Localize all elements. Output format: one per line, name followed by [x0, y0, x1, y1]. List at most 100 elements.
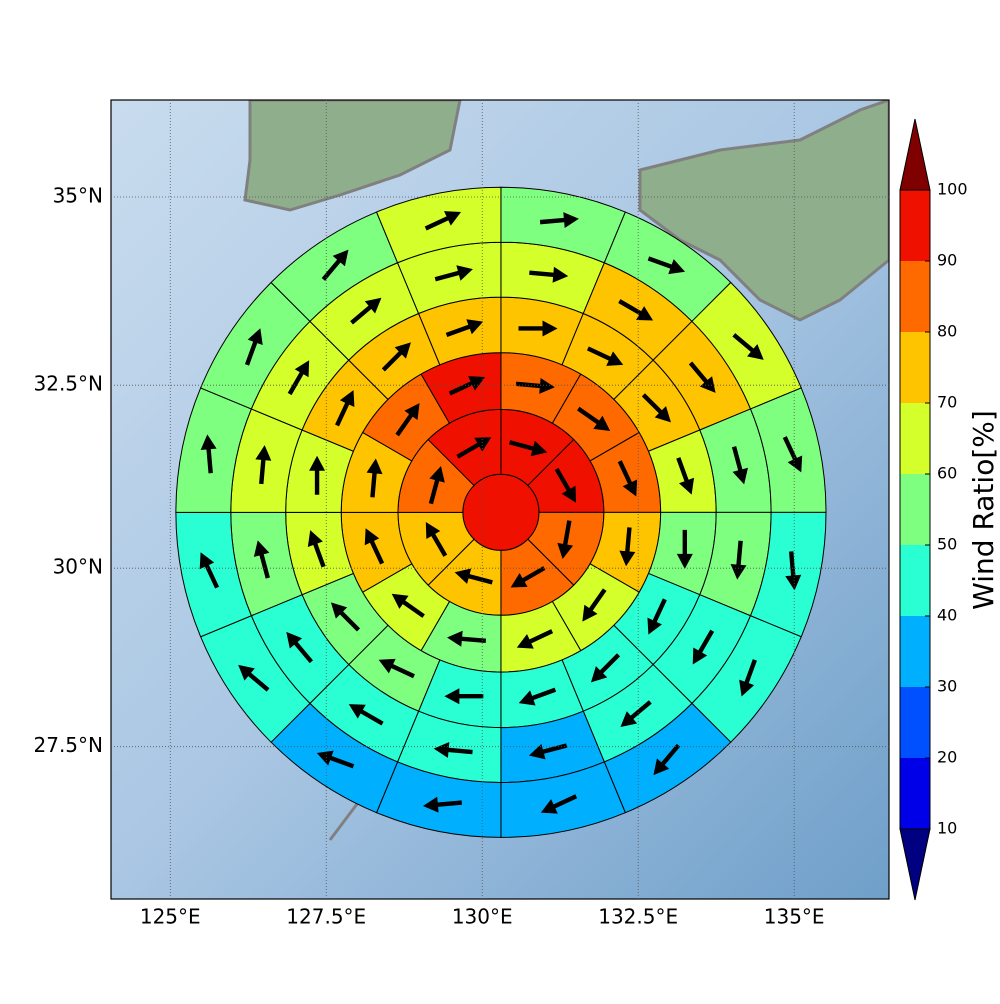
wind-arrow: [348, 704, 384, 726]
wind-arrow: [510, 566, 546, 588]
colorbar-tick-label: 70: [937, 393, 957, 412]
wind-arrow: [433, 741, 473, 758]
wind-arrow: [692, 629, 715, 665]
y-tick-label: 35°N: [53, 184, 103, 208]
wind-arrow: [653, 743, 681, 776]
x-tick-label: 130°E: [452, 905, 513, 929]
wind-arrow: [316, 750, 355, 769]
colorbar-frame: [899, 189, 931, 830]
wind-arrow: [395, 403, 420, 437]
wind-arrow: [641, 393, 671, 423]
wind-arrow: [454, 568, 493, 585]
sectors: [175, 186, 827, 838]
wind-arrow: [554, 467, 577, 503]
wind-arrow: [590, 653, 621, 683]
wind-arrow: [330, 602, 361, 632]
colorbar-band: [900, 332, 930, 403]
wind-arrow: [732, 333, 764, 360]
colorbar-band: [900, 403, 930, 474]
wind-arrow: [785, 551, 802, 591]
wind-arrow: [447, 630, 487, 647]
x-tick-label: 135°E: [764, 905, 825, 929]
wind-arrow: [676, 529, 693, 569]
x-tick-label: 125°E: [140, 905, 201, 929]
colorbar-band: [900, 758, 930, 829]
wind-arrow: [618, 299, 654, 321]
wind-arrow: [518, 320, 558, 337]
colorbar-band: [900, 616, 930, 687]
wind-arrow: [619, 527, 636, 567]
sector: [375, 186, 502, 264]
x-tick-label: 127.5°E: [286, 905, 366, 929]
colorbar-under: [899, 828, 931, 901]
wind-arrow: [582, 588, 607, 622]
y-tick-label: 32.5°N: [34, 372, 104, 396]
wind-arrow: [539, 212, 579, 229]
wind-arrow: [364, 528, 385, 565]
wind-arrow: [378, 658, 415, 679]
wind-arrow: [445, 319, 484, 338]
wind-arrow: [422, 796, 462, 813]
wind-arrow: [782, 436, 803, 473]
wind-arrow: [540, 794, 578, 814]
y-tick-label: 30°N: [53, 555, 103, 579]
wind-arrow: [321, 249, 349, 281]
colorbar-tick-label: 20: [937, 748, 957, 767]
y-tick-label: 27.5°N: [34, 733, 104, 757]
wind-arrow: [428, 466, 445, 505]
wind-arrow: [647, 598, 667, 635]
wind-arrow: [731, 446, 748, 485]
wind-arrow: [586, 346, 624, 366]
colorbar-tick-label: 10: [937, 819, 957, 838]
wind-arrow: [508, 440, 548, 457]
colorbar-tick-label: 80: [937, 322, 957, 341]
wind-arrow: [287, 360, 310, 396]
colorbar-band: [900, 687, 930, 758]
wind-arrow: [381, 342, 411, 372]
wind-arrow: [350, 297, 382, 325]
wind-arrow: [444, 688, 484, 705]
wind-arrow: [676, 457, 695, 495]
wind-arrow: [253, 540, 270, 579]
colorbar-over: [899, 118, 931, 191]
wind-arrow: [448, 376, 486, 396]
wind-arrow: [200, 434, 217, 474]
wind-arrow: [528, 743, 568, 760]
wind-arrow: [620, 700, 652, 728]
colorbar-tick-label: 100: [937, 180, 968, 199]
wind-arrow: [391, 593, 425, 618]
plot-frame: [110, 99, 890, 900]
wind-arrow: [730, 540, 747, 580]
wind-arrow: [557, 520, 574, 560]
wind-arrow: [425, 522, 448, 557]
wind-arrow: [335, 390, 355, 427]
wind-arrow: [255, 445, 272, 485]
arrows: [199, 211, 803, 814]
wind-arrow: [515, 377, 555, 394]
colorbar-tick-label: 30: [937, 677, 957, 696]
colorbar-band: [900, 545, 930, 616]
wind-arrow: [238, 664, 270, 692]
wind-arrow: [739, 659, 757, 697]
land: [243, 100, 462, 212]
colorbar-label: Wind Ratio[%]: [967, 410, 1000, 610]
wind-arrow: [647, 256, 686, 275]
wind-arrow: [199, 552, 220, 589]
colorbar-tick-label: 40: [937, 606, 957, 625]
colorbar-tick-label: 60: [937, 464, 957, 483]
wind-arrow: [434, 265, 473, 282]
wind-arrow: [244, 328, 263, 366]
wind-arrow: [307, 530, 326, 568]
wind-arrow: [617, 460, 638, 497]
colorbar-tick-label: 90: [937, 251, 957, 270]
wind-arrow: [309, 455, 326, 495]
wind-arrow: [424, 211, 462, 231]
colorbar-band: [900, 261, 930, 332]
wind-arrow: [366, 458, 383, 498]
wind-arrow: [529, 266, 569, 283]
wind-arrow: [518, 687, 557, 706]
colorbar-tick-label: 50: [937, 535, 957, 554]
land: [638, 100, 889, 322]
wind-arrow: [286, 631, 314, 664]
